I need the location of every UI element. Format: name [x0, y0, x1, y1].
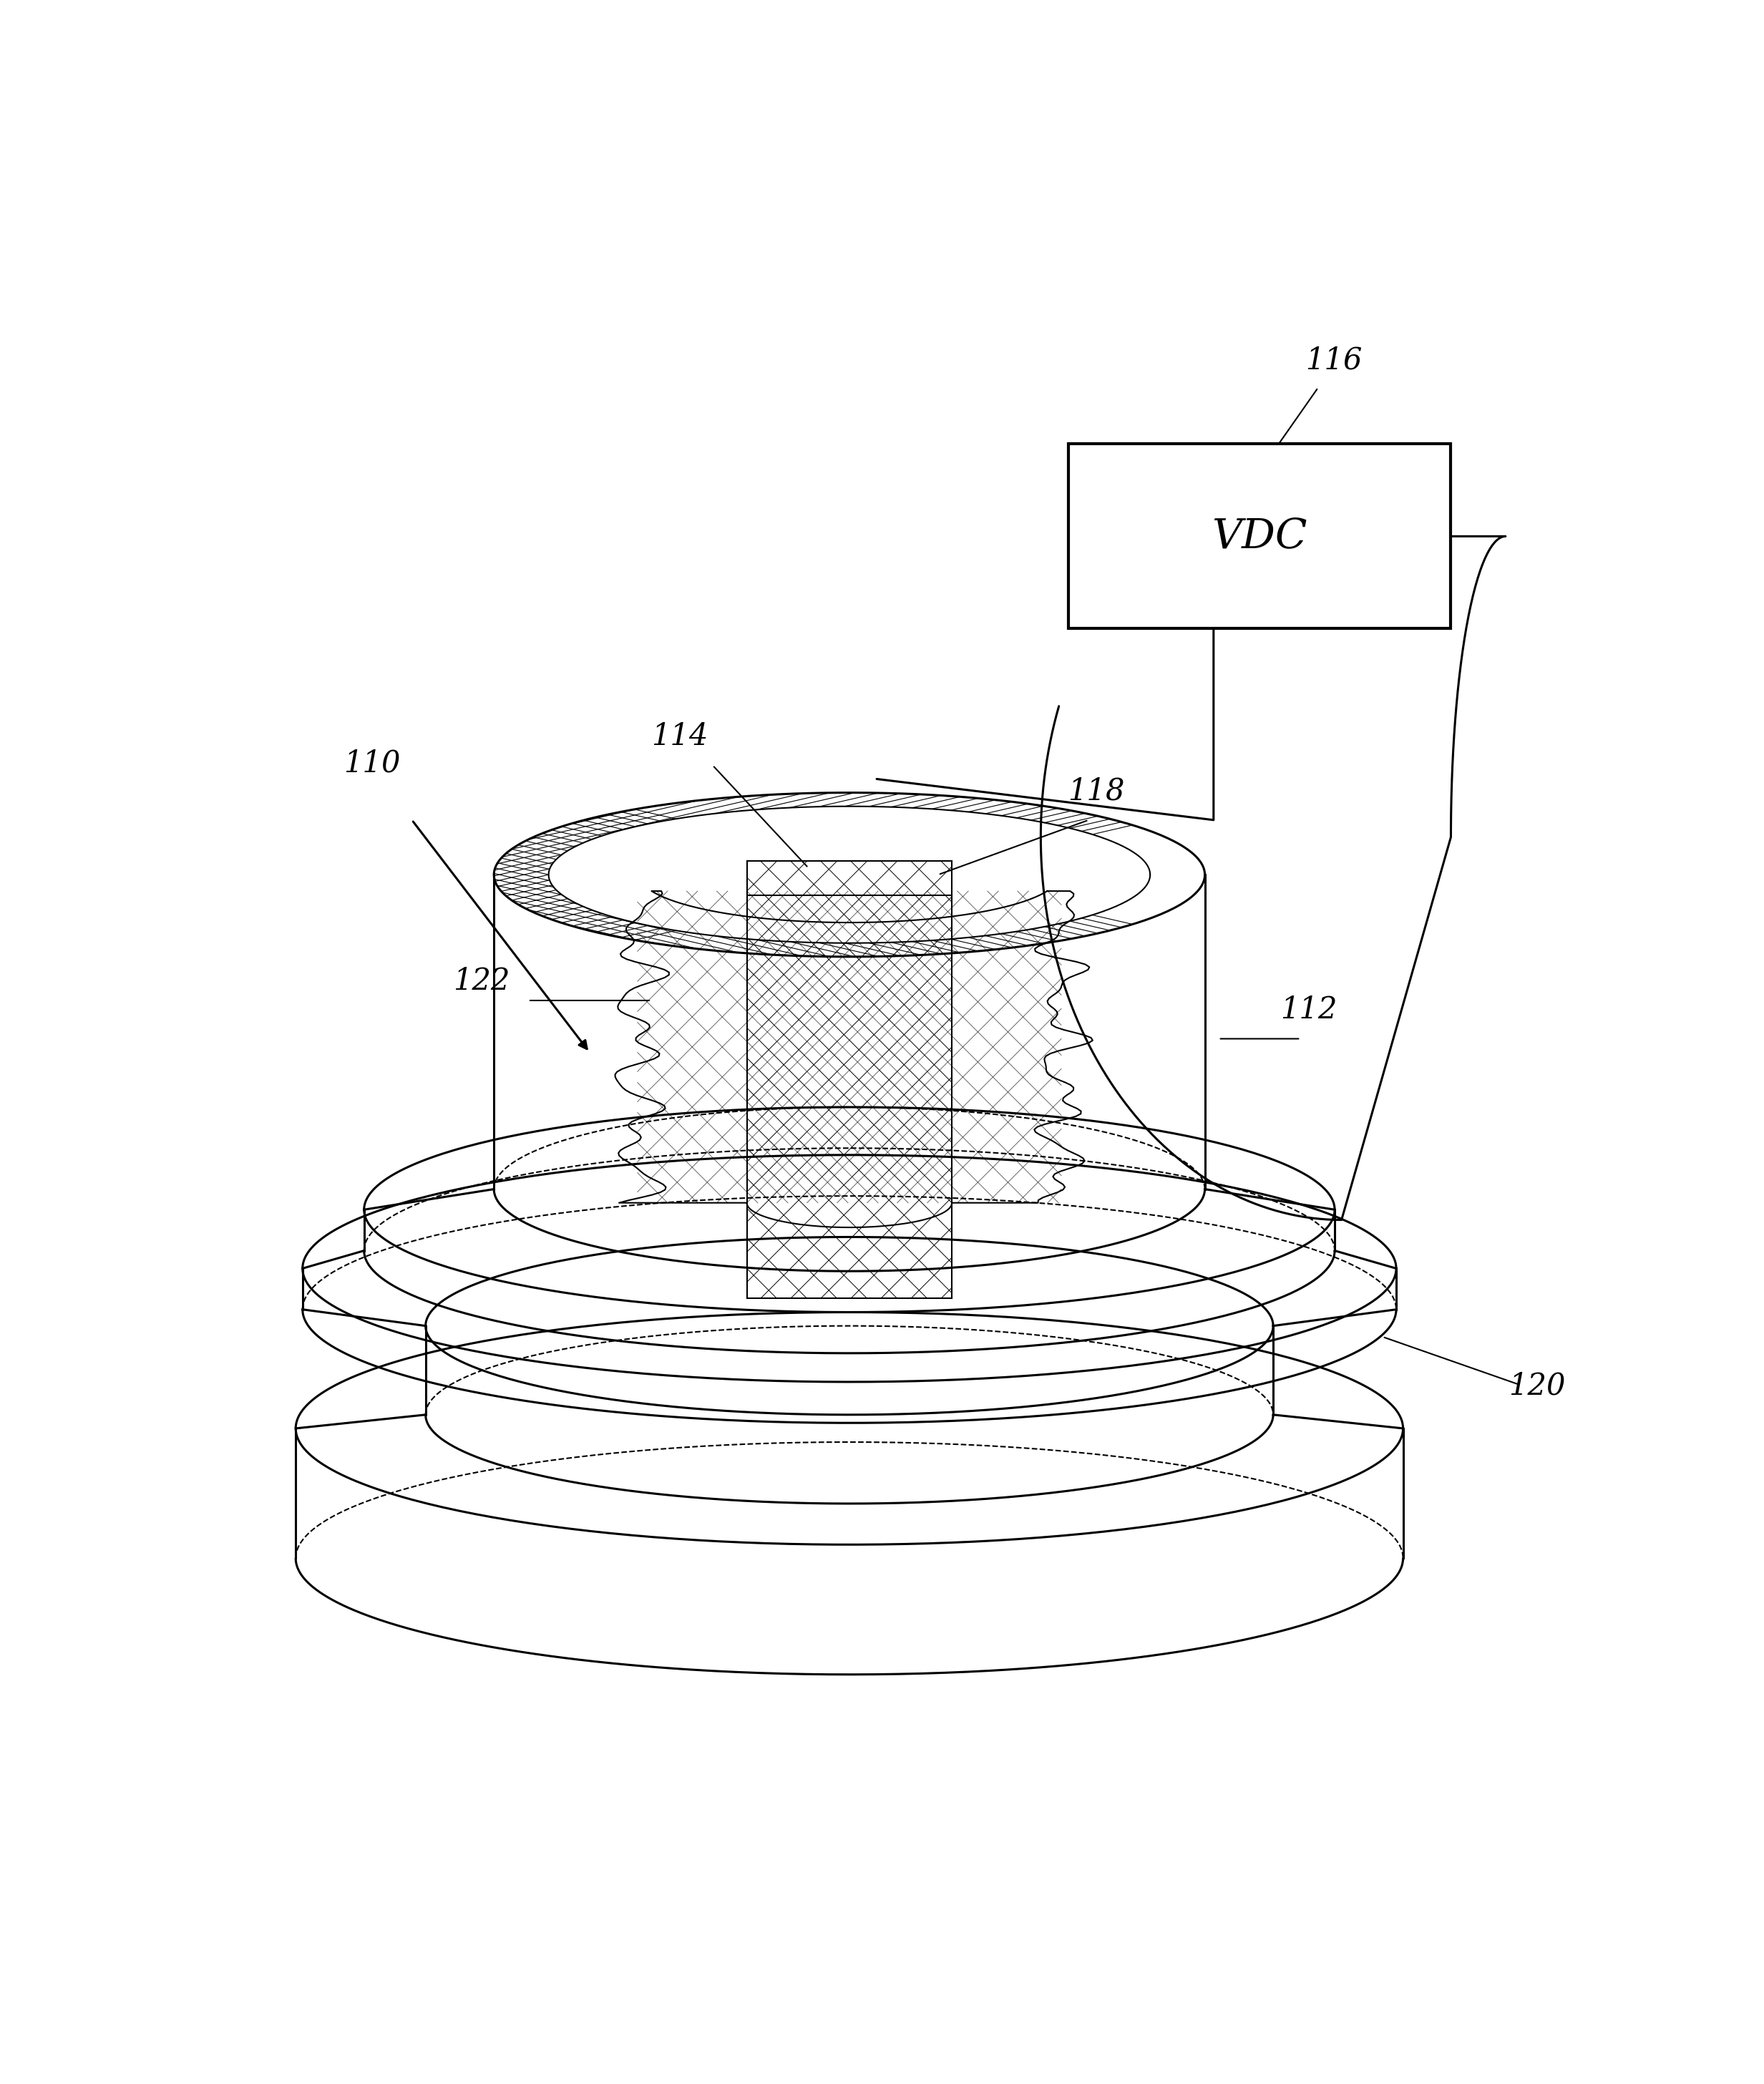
Bar — [1067, 444, 1450, 629]
Text: 116: 116 — [1305, 346, 1362, 375]
Text: VDC: VDC — [1212, 517, 1307, 556]
Text: 118: 118 — [1067, 775, 1125, 807]
Text: 122: 122 — [453, 965, 510, 996]
Text: 114: 114 — [651, 721, 707, 750]
Text: 120: 120 — [1508, 1371, 1565, 1400]
Text: 110: 110 — [344, 748, 400, 779]
Text: 112: 112 — [1281, 994, 1337, 1025]
